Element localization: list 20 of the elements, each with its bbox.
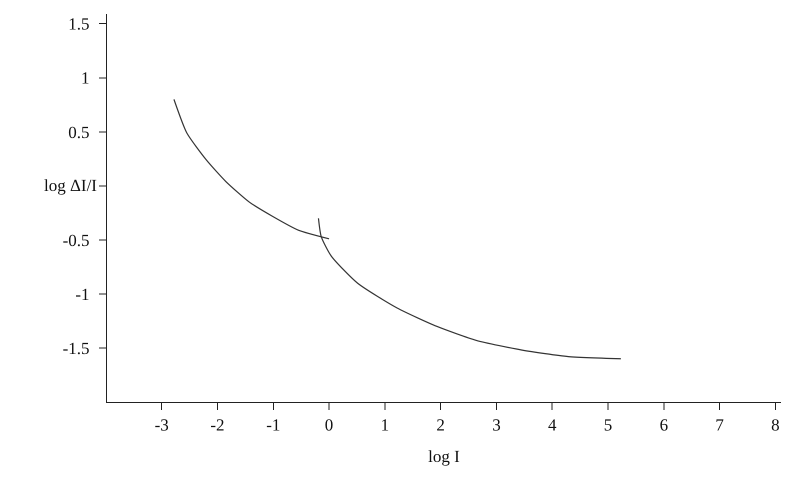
y-axis-title: log ΔI/I	[44, 176, 98, 195]
x-tick-label: 6	[660, 416, 668, 434]
y-tick-label: -1.5	[62, 338, 90, 358]
x-tick-label: 8	[771, 416, 780, 434]
x-tick-label: 1	[380, 416, 390, 434]
y-tick-label: 0.5	[68, 122, 90, 142]
y-tick-label: -0.5	[62, 230, 90, 250]
x-tick-label: -2	[210, 416, 225, 434]
x-tick-label: -1	[266, 416, 280, 434]
x-tick-label: -3	[154, 416, 169, 434]
y-tick-label: 1	[81, 68, 90, 88]
x-tick-label: 3	[492, 416, 501, 434]
x-tick-label: 5	[604, 416, 612, 434]
y-tick-label: -1	[75, 284, 90, 304]
x-tick-label: 0	[324, 416, 334, 434]
x-axis-title: log I	[428, 446, 460, 466]
x-tick-label: 7	[715, 416, 724, 434]
x-tick-label: 4	[548, 416, 557, 434]
y-tick-label: 1.5	[68, 14, 90, 34]
x-tick-label: 2	[436, 416, 445, 434]
